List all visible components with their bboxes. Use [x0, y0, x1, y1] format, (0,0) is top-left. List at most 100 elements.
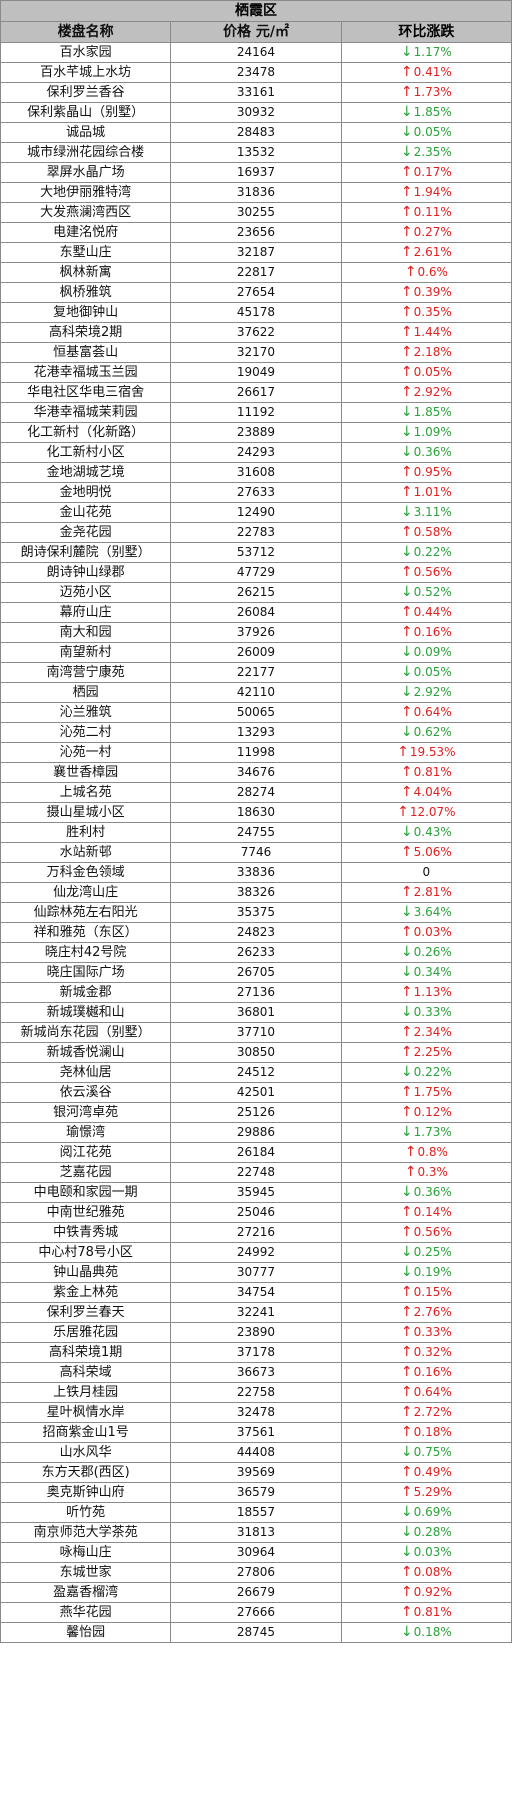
change-value: 19.53% — [409, 745, 456, 759]
project-price: 24164 — [170, 42, 342, 63]
price-change: ↓0.22% — [340, 1062, 512, 1083]
project-price: 11192 — [170, 402, 342, 423]
project-name: 咏梅山庄 — [0, 1542, 172, 1563]
change-value: 3.11% — [413, 505, 452, 519]
change-value: 3.64% — [413, 905, 452, 919]
price-change: 0 — [340, 862, 512, 883]
title-row: 栖霞区 — [0, 0, 512, 22]
project-name: 钟山晶典苑 — [0, 1262, 172, 1283]
project-name: 中心村78号小区 — [0, 1242, 172, 1263]
project-price: 28483 — [170, 122, 342, 143]
project-price: 26705 — [170, 962, 342, 983]
project-name: 高科荣境2期 — [0, 322, 172, 343]
change-value: 2.92% — [413, 685, 452, 699]
table-row: 新城香悦澜山 30850 ↑2.25% — [0, 1042, 512, 1063]
change-value: 0.18% — [413, 1425, 452, 1439]
arrow-down-icon: ↓ — [400, 144, 413, 160]
change-value: 0.05% — [413, 125, 452, 139]
table-row: 依云溪谷 42501 ↑1.75% — [0, 1082, 512, 1103]
table-row: 新城璞樾和山 36801 ↓0.33% — [0, 1002, 512, 1023]
project-price: 26233 — [170, 942, 342, 963]
change-value: 0.16% — [413, 1365, 452, 1379]
project-price: 25126 — [170, 1102, 342, 1123]
project-name: 东城世家 — [0, 1562, 172, 1583]
project-price: 30932 — [170, 102, 342, 123]
table-row: 南望新村 26009 ↓0.09% — [0, 642, 512, 663]
project-price: 30255 — [170, 202, 342, 223]
project-name: 沁苑二村 — [0, 722, 172, 743]
table-row: 招商紫金山1号 37561 ↑0.18% — [0, 1422, 512, 1443]
change-value: 0.36% — [413, 445, 452, 459]
change-value: 0.39% — [413, 285, 452, 299]
price-change: ↑2.72% — [340, 1402, 512, 1423]
project-price: 23890 — [170, 1322, 342, 1343]
table-row: 南湾营宁康苑 22177 ↓0.05% — [0, 662, 512, 683]
change-value: 0.17% — [413, 165, 452, 179]
price-change: ↑0.95% — [340, 462, 512, 483]
price-change: ↑2.18% — [340, 342, 512, 363]
change-value: 12.07% — [409, 805, 456, 819]
table-row: 大地伊丽雅特湾 31836 ↑1.94% — [0, 182, 512, 203]
project-price: 35375 — [170, 902, 342, 923]
arrow-up-icon: ↑ — [400, 884, 413, 900]
arrow-up-icon: ↑ — [400, 624, 413, 640]
arrow-up-icon: ↑ — [400, 184, 413, 200]
arrow-up-icon: ↑ — [397, 744, 409, 760]
price-change: ↑0.56% — [340, 1222, 512, 1243]
change-value: 2.76% — [413, 1305, 452, 1319]
project-price: 22758 — [170, 1382, 342, 1403]
project-name: 金尧花园 — [0, 522, 172, 543]
project-price: 30777 — [170, 1262, 342, 1283]
change-value: 0.58% — [413, 525, 452, 539]
project-name: 沁兰雅筑 — [0, 702, 172, 723]
project-price: 22783 — [170, 522, 342, 543]
table-row: 胜利村 24755 ↓0.43% — [0, 822, 512, 843]
table-row: 花港幸福城玉兰园 19049 ↑0.05% — [0, 362, 512, 383]
arrow-up-icon: ↑ — [400, 1044, 413, 1060]
price-change: ↑0.35% — [340, 302, 512, 323]
project-name: 盈嘉香榴湾 — [0, 1582, 172, 1603]
project-price: 30964 — [170, 1542, 342, 1563]
arrow-down-icon: ↓ — [400, 544, 413, 560]
table-row: 高科荣域 36673 ↑0.16% — [0, 1362, 512, 1383]
project-name: 仙龙湾山庄 — [0, 882, 172, 903]
arrow-up-icon: ↑ — [400, 1304, 413, 1320]
project-name: 中铁青秀城 — [0, 1222, 172, 1243]
project-price: 27654 — [170, 282, 342, 303]
change-value: 0.56% — [413, 565, 452, 579]
price-change: ↑2.34% — [340, 1022, 512, 1043]
project-name: 摄山星城小区 — [0, 802, 172, 823]
arrow-up-icon: ↑ — [400, 764, 413, 780]
arrow-up-icon: ↑ — [400, 844, 413, 860]
project-price: 37561 — [170, 1422, 342, 1443]
project-name: 枫林新寓 — [0, 262, 172, 283]
project-name: 保利罗兰香谷 — [0, 82, 172, 103]
arrow-up-icon: ↑ — [400, 224, 413, 240]
table-row: 迈苑小区 26215 ↓0.52% — [0, 582, 512, 603]
table-row: 银河湾卓苑 25126 ↑0.12% — [0, 1102, 512, 1123]
table-row: 摄山星城小区 18630 ↑12.07% — [0, 802, 512, 823]
project-price: 23478 — [170, 62, 342, 83]
arrow-down-icon: ↓ — [400, 444, 413, 460]
arrow-down-icon: ↓ — [400, 124, 413, 140]
price-change: ↑2.81% — [340, 882, 512, 903]
change-value: 2.25% — [413, 1045, 452, 1059]
arrow-down-icon: ↓ — [400, 1504, 413, 1520]
price-change: ↓0.34% — [340, 962, 512, 983]
table-row: 华电社区华电三宿舍 26617 ↑2.92% — [0, 382, 512, 403]
project-name: 水站新邨 — [0, 842, 172, 863]
project-name: 燕华花园 — [0, 1602, 172, 1623]
price-change: ↓2.35% — [340, 142, 512, 163]
price-change: ↓1.09% — [340, 422, 512, 443]
project-price: 26184 — [170, 1142, 342, 1163]
project-price: 7746 — [170, 842, 342, 863]
change-value: 0.69% — [413, 1505, 452, 1519]
project-name: 晓庄村42号院 — [0, 942, 172, 963]
table-row: 金地明悦 27633 ↑1.01% — [0, 482, 512, 503]
project-name: 迈苑小区 — [0, 582, 172, 603]
price-change: ↓1.85% — [340, 102, 512, 123]
arrow-up-icon: ↑ — [400, 1564, 413, 1580]
project-name: 上铁月桂园 — [0, 1382, 172, 1403]
table-row: 南京师范大学茶苑 31813 ↓0.28% — [0, 1522, 512, 1543]
project-name: 山水风华 — [0, 1442, 172, 1463]
